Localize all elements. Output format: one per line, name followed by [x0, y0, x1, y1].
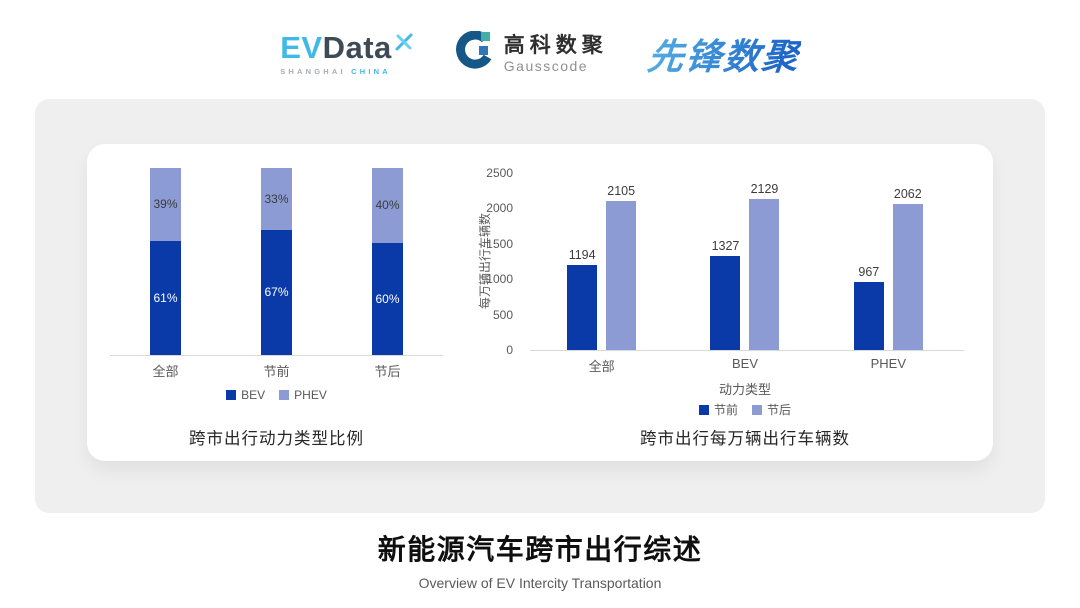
legend-label: 节前 [713, 403, 738, 417]
category-axis: 全部 节前 节后 [110, 361, 443, 380]
chart-title: 跨市出行动力类型比例 [189, 430, 364, 448]
phev-segment: 33% [261, 168, 292, 230]
category-axis: 全部 BEV PHEV [530, 356, 960, 375]
footer: 新能源汽车跨市出行综述 Overview of EV Intercity Tra… [0, 528, 1080, 591]
bev-percent-label: 61% [153, 290, 178, 305]
evdata-star-icon [394, 26, 414, 57]
post-holiday-bar [892, 204, 923, 350]
category-label: 节后 [374, 364, 401, 379]
gausscode-logo: 高科数聚 Gausscode [454, 30, 608, 78]
legend-item: 节前 [698, 401, 738, 418]
phev-percent-label: 39% [153, 197, 178, 212]
evdata-logo-data: Data [322, 30, 392, 65]
bev-segment: 60% [372, 242, 403, 355]
bar-column: 33% 67% [221, 168, 332, 355]
legend-item: BEV [226, 388, 265, 402]
content-card: 39% 61% 33% 67% 40% 60% 全部 节前 节后 BEV PHEV 跨市出行动力… [35, 99, 1045, 513]
page-title: 新能源汽车跨市出行综述 [377, 534, 703, 565]
legend-swatch [226, 390, 237, 400]
category-label: 全部 [588, 359, 615, 374]
legend-item: 节后 [752, 401, 791, 418]
power-type-ratio-chart: 39% 61% 33% 67% 40% 60% 全部 节前 节后 BEV PHEV 跨市出行动力… [110, 144, 443, 461]
pre-holiday-bar [853, 281, 884, 350]
bar-with-label: 967 [853, 264, 884, 350]
legend-label: BEV [241, 388, 266, 402]
bev-segment: 61% [150, 240, 181, 355]
category-label: BEV [731, 356, 758, 371]
charts-panel: 39% 61% 33% 67% 40% 60% 全部 节前 节后 BEV PHEV 跨市出行动力… [87, 144, 993, 461]
phev-segment: 39% [150, 168, 181, 241]
bar-group: 1194 2105 [530, 173, 673, 350]
y-tick-label: 500 [492, 307, 513, 322]
y-tick-label: 2500 [486, 166, 513, 180]
value-label: 2105 [607, 183, 636, 198]
pre-holiday-bar [710, 256, 741, 350]
legend: BEV PHEV [110, 388, 443, 402]
stacked-bar: 39% 61% [150, 168, 181, 355]
value-label: 2062 [893, 187, 922, 202]
logo-bar: EV Data SHANGHAI CHINA [0, 14, 1080, 94]
evdata-sub-china: CHINA [351, 67, 391, 76]
legend: 节前 节后 [530, 401, 960, 418]
vehicles-per-10k-chart: 每万辆出行车辆数 0 500 1000 1500 2000 2500 1194 2105 13… [467, 144, 987, 461]
bar-with-label: 1194 [567, 248, 598, 350]
x-axis-line [530, 350, 964, 351]
bar-column: 39% 61% [110, 168, 221, 355]
evdata-logo: EV Data SHANGHAI CHINA [280, 32, 414, 76]
x-axis-title: 动力类型 [718, 382, 771, 397]
y-axis-ticks: 0 500 1000 1500 2000 2500 [467, 166, 519, 357]
bev-segment: 67% [261, 229, 292, 355]
phev-percent-label: 33% [264, 191, 289, 206]
value-label: 1194 [568, 248, 596, 263]
value-label: 1327 [711, 239, 740, 254]
category-label: 全部 [152, 364, 179, 379]
y-tick-label: 1500 [486, 236, 513, 251]
value-label: 2129 [750, 182, 779, 197]
legend-label: 节后 [767, 403, 792, 417]
post-holiday-bar [749, 199, 780, 350]
y-tick-label: 1000 [486, 272, 513, 287]
bev-percent-label: 67% [264, 285, 289, 300]
legend-swatch [752, 404, 762, 415]
x-axis-line [110, 355, 443, 356]
bar-with-label: 2105 [606, 183, 637, 350]
stacked-bar: 40% 60% [372, 168, 403, 355]
category-label: PHEV [870, 356, 907, 371]
post-holiday-bar [606, 200, 637, 350]
gausscode-g-icon [454, 30, 494, 78]
chart-title: 跨市出行每万辆出行车辆数 [640, 430, 850, 448]
y-tick-label: 2000 [486, 201, 513, 216]
y-tick-label: 0 [506, 343, 513, 357]
page-subtitle: Overview of EV Intercity Transportation [418, 575, 662, 591]
grouped-plot-area: 1194 2105 1327 2129 967 2062 [530, 173, 960, 350]
legend-item: PHEV [279, 388, 327, 402]
bar-group: 967 2062 [817, 173, 960, 350]
bar-with-label: 2129 [749, 182, 780, 350]
gausscode-en-text: Gausscode [503, 58, 589, 75]
evdata-sub-shanghai: SHANGHAI [280, 67, 346, 76]
bar-column: 40% 60% [332, 168, 443, 355]
legend-swatch [698, 404, 709, 415]
bar-with-label: 1327 [710, 239, 741, 350]
phev-segment: 40% [372, 168, 403, 243]
evdata-logo-ev: EV [280, 30, 323, 65]
bev-percent-label: 60% [375, 291, 400, 306]
category-label: 节前 [263, 364, 290, 379]
phev-percent-label: 40% [375, 198, 400, 213]
bar-with-label: 2062 [892, 187, 923, 350]
pre-holiday-bar [567, 265, 598, 350]
stacked-plot-area: 39% 61% 33% 67% 40% 60% [110, 168, 443, 355]
legend-swatch [279, 390, 290, 400]
bar-group: 1327 2129 [673, 173, 816, 350]
stacked-bar: 33% 67% [261, 168, 292, 355]
legend-label: PHEV [294, 388, 327, 402]
value-label: 967 [858, 264, 880, 279]
xianfeng-logo: 先锋数聚 [645, 28, 802, 80]
gausscode-cn-text: 高科数聚 [503, 33, 608, 57]
